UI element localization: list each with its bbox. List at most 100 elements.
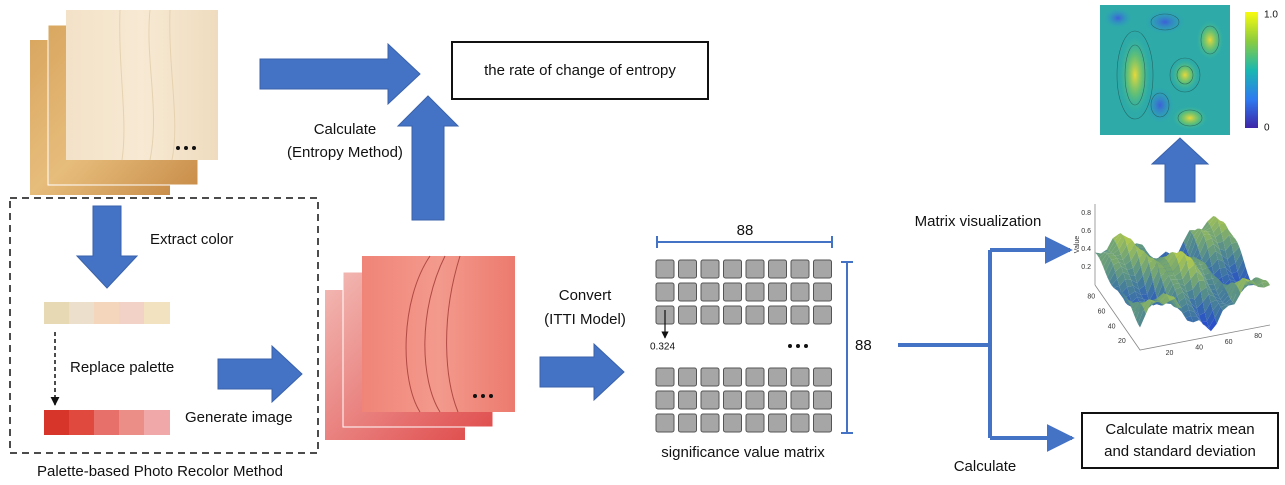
surface-patch (1180, 287, 1189, 298)
surface-patch (1189, 228, 1198, 233)
surface-patch (1138, 252, 1147, 267)
surface-patch (1139, 285, 1148, 295)
matrix-cell (655, 413, 675, 433)
entropy-method: (Entropy Method) (287, 144, 403, 161)
surface-patch (1115, 254, 1123, 260)
surface-patch (1165, 279, 1173, 296)
surface-patch (1152, 269, 1161, 291)
surface-patch (1196, 302, 1205, 316)
matrix-cell (790, 413, 810, 433)
surface-patch (1137, 308, 1146, 328)
surface-patch (1221, 228, 1230, 242)
surface-patch (1196, 267, 1205, 275)
statistics-label: Calculate (954, 458, 1017, 475)
matrix-cell (745, 305, 765, 325)
surface-patch (1105, 259, 1114, 278)
matrix-cell (790, 367, 810, 387)
surface-patch (1131, 301, 1140, 315)
surface-patch (1199, 228, 1208, 232)
surface-patch (1111, 278, 1120, 288)
surface-patch (1140, 256, 1149, 276)
surface-patch (1214, 306, 1223, 324)
surface-patch (1229, 235, 1238, 244)
surface-patch (1168, 254, 1177, 268)
surface-patch (1177, 291, 1185, 302)
matrix-cell (678, 390, 697, 410)
surface-patch (1124, 238, 1133, 246)
matrix-cell (768, 259, 787, 279)
surface-patch (1108, 240, 1117, 253)
surface-patch (1220, 291, 1229, 303)
surface-patch (1224, 282, 1233, 292)
convert-label: (ITTI Model) (544, 311, 626, 328)
matrix-cell (723, 305, 742, 325)
surface-patch (1111, 258, 1120, 266)
surface-patch (1150, 263, 1159, 282)
generate-label: Generate image (185, 409, 293, 426)
matrix-cell (745, 390, 765, 410)
matrix-cell (790, 390, 810, 410)
surface-patch (1200, 272, 1209, 285)
surface-patch (1121, 292, 1130, 306)
surface-patch (1257, 277, 1266, 281)
surface-patch (1250, 280, 1259, 288)
surface-patch (1201, 248, 1210, 265)
matrix-cell (813, 282, 832, 302)
surface-patch (1127, 268, 1135, 276)
surface-patch (1107, 265, 1116, 282)
surface-patch (1214, 281, 1223, 291)
replace-label: Replace palette (70, 359, 174, 376)
surface-patch (1203, 223, 1212, 231)
surface-patch (1202, 268, 1211, 275)
surface-patch (1230, 285, 1239, 302)
surface-patch (1200, 321, 1209, 328)
entropy-method: Calculate (314, 121, 377, 138)
matrix-cell (745, 367, 765, 387)
convert-label: Convert (559, 287, 612, 304)
wood-grain (119, 9, 176, 161)
surface-patch (1172, 283, 1181, 290)
surface-patch (1123, 272, 1132, 280)
surface-patch (1099, 252, 1108, 263)
matrix-cell (813, 305, 832, 325)
surface-patch (1136, 250, 1145, 258)
surface-patch (1189, 310, 1198, 317)
matrix-cell (700, 367, 720, 387)
matrix-cell (700, 305, 720, 325)
block-arrow (259, 42, 421, 106)
surface-patch (1204, 280, 1213, 294)
surface-patch (1112, 233, 1121, 241)
matrix-cell (745, 282, 765, 302)
ellipsis (788, 344, 808, 348)
surface-patch (1130, 250, 1139, 269)
surface-patch (1162, 263, 1171, 269)
matrix-caption: significance value matrix (661, 444, 825, 461)
surface-patch (1210, 272, 1219, 279)
matrix-cell (745, 259, 765, 279)
surface-patch (1135, 291, 1144, 299)
surface-patch (1196, 258, 1205, 263)
surface-patch (1175, 287, 1183, 296)
surface-patch (1161, 296, 1170, 305)
surface-patch (1156, 257, 1165, 263)
surface-patch (1204, 302, 1213, 322)
surface-patch (1155, 275, 1163, 299)
surface-patch (1178, 255, 1187, 272)
surface-patch (1206, 278, 1215, 285)
height-label: 88 (855, 337, 872, 354)
surface-patch (1205, 238, 1214, 249)
surface-patch (1183, 310, 1192, 318)
surface-patch (1246, 282, 1255, 286)
surface-patch (1207, 243, 1216, 258)
surface-patch (1185, 316, 1194, 323)
surface-patch (1225, 243, 1234, 260)
surface-patch (1219, 223, 1228, 233)
x-tick-label: 40 (1195, 344, 1203, 351)
surface-patch (1217, 219, 1226, 226)
matrix-cell (723, 413, 742, 433)
surface-patch (1142, 262, 1151, 286)
surface-patch (1203, 234, 1212, 241)
surface-patch (1221, 273, 1230, 285)
matrix-cell (655, 367, 675, 387)
